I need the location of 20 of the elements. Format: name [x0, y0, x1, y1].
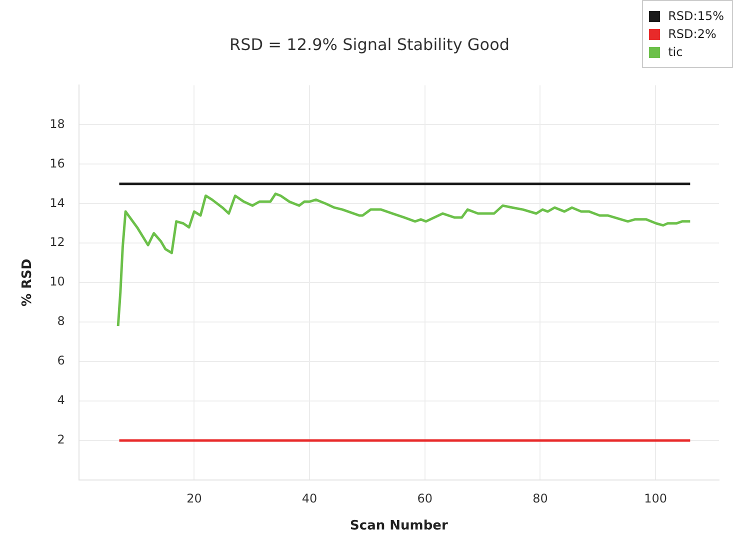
y-tick-label: 8: [57, 314, 65, 328]
y-tick-label: 6: [57, 354, 65, 368]
x-axis-title: Scan Number: [350, 518, 448, 534]
x-tick-label: 80: [532, 491, 548, 506]
y-tick-label: 10: [50, 274, 65, 289]
legend-label: tic: [668, 45, 684, 59]
legend-label: RSD:15%: [668, 9, 724, 23]
x-tick-label: 100: [644, 491, 668, 506]
x-tick-label: 20: [186, 491, 202, 506]
legend-label: RSD:2%: [668, 27, 718, 41]
x-tick-label: 40: [302, 491, 318, 506]
y-tick-label: 2: [57, 432, 65, 447]
x-tick-label: 60: [417, 491, 433, 506]
y-tick-label: 14: [50, 196, 65, 210]
y-tick-label: 16: [50, 156, 65, 170]
y-tick-label: 18: [50, 116, 65, 131]
y-tick-label: 4: [57, 393, 65, 408]
y-tick-label: 12: [50, 235, 65, 250]
y-axis-title: % RSD: [20, 258, 36, 306]
chart-title: RSD = 12.9% Signal Stability Good: [229, 34, 510, 54]
